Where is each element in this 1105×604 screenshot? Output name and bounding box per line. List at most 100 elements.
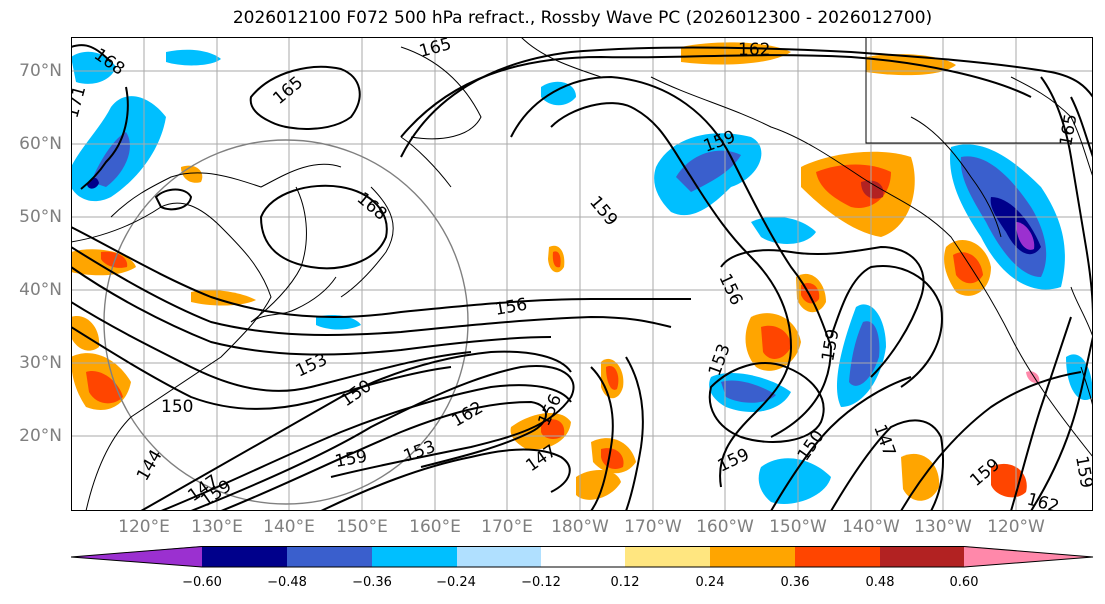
graticule <box>71 37 1093 511</box>
shade-purple-na-coast <box>1016 222 1035 250</box>
colorbar-tick: 0.36 <box>780 575 810 590</box>
lat-label-60n: 60°N <box>19 134 62 154</box>
colorbar-segment <box>625 546 710 567</box>
shade-orange-japan-1 <box>191 289 256 306</box>
shade-darkblue-siberia <box>91 132 130 187</box>
lon-label-130e: 130°E <box>191 517 243 537</box>
contour-159-south <box>320 448 571 511</box>
contour-mid-pacific <box>590 366 614 511</box>
contour-jet-7 <box>160 384 572 511</box>
height-contours <box>71 44 1093 511</box>
contour-jet-3 <box>71 266 552 356</box>
map-panel: 168 171 165 165 168 162 159 159 165 156 … <box>71 37 1093 511</box>
contour-label: 147 <box>869 422 899 459</box>
shade-darkblue-mid-pacific <box>849 321 880 386</box>
lon-label-150w: 150°W <box>769 517 827 537</box>
contour-165-ridge <box>249 65 361 130</box>
contour-jet-2 <box>71 246 672 336</box>
colorbar-tick: 0.12 <box>610 575 640 590</box>
colorbar-segment <box>457 546 541 567</box>
contour-165-east <box>1070 96 1093 158</box>
contour-mid-pacific-2 <box>625 356 644 511</box>
contour-label: 153 <box>401 437 438 467</box>
contour-label: 156 <box>493 295 528 320</box>
lat-label-40n: 40°N <box>19 280 62 300</box>
contour-165-broad <box>400 54 1032 138</box>
lon-label-120e: 120°E <box>118 517 170 537</box>
shade-red-na-coast <box>953 252 983 284</box>
contour-east-2 <box>1040 76 1093 318</box>
colorbar-tick: −0.36 <box>352 575 392 590</box>
refractive-index-map: 168 171 165 165 168 162 159 159 165 156 … <box>71 37 1093 511</box>
contour-label: 159 <box>1071 454 1093 489</box>
contour-jet-4 <box>71 301 472 392</box>
lat-label-20n: 20°N <box>19 426 62 446</box>
lat-label-30n: 30°N <box>19 353 62 373</box>
contour-156-trough <box>510 75 833 438</box>
colorbar-tick: −0.60 <box>182 575 222 590</box>
contour-label: 162 <box>1025 490 1062 511</box>
contour-jet-1 <box>71 226 691 318</box>
contour-147-south <box>220 400 547 511</box>
colorbar-segment <box>372 546 457 567</box>
lon-label-170w: 170°W <box>624 517 682 537</box>
shade-blue-kamchatka <box>71 51 116 84</box>
contour-label: 150 <box>161 397 193 417</box>
colorbar-tick: −0.24 <box>436 575 476 590</box>
contour-162-broad <box>400 46 1093 158</box>
shade-lightblue-arctic <box>166 49 221 66</box>
contour-168-nw <box>71 44 112 63</box>
colorbar-segment <box>287 546 372 567</box>
colorbar-segment <box>964 546 1093 567</box>
contour-168-small <box>154 188 193 211</box>
contour-label: 144 <box>133 446 167 484</box>
contour-jet-6 <box>140 350 572 511</box>
shade-orange-southeast <box>901 453 940 501</box>
colorbar-segment <box>541 546 625 567</box>
shade-orange-china-2 <box>71 316 100 351</box>
shade-blue-southeast <box>758 458 831 505</box>
shade-orange-arctic-1 <box>681 42 791 65</box>
shade-orange-south-3 <box>576 470 621 500</box>
contour-159-trough <box>550 102 793 488</box>
colorbar-outline <box>71 546 1094 568</box>
contour-label: 162 <box>738 40 770 60</box>
lon-label-130w: 130°W <box>914 517 972 537</box>
shade-red-china-3 <box>101 251 128 268</box>
lon-label-170e: 170°E <box>481 517 533 537</box>
contour-162-east <box>1030 336 1093 511</box>
contour-label: 159 <box>333 447 368 472</box>
colorbar-segment <box>710 546 795 567</box>
colorbar-segment <box>71 546 202 567</box>
colorbar-tick: 0.60 <box>949 575 979 590</box>
contour-label: 159 <box>715 445 753 477</box>
contour-label: 150 <box>794 427 829 465</box>
contour-171-nw <box>80 86 129 190</box>
lon-label-140e: 140°E <box>263 517 315 537</box>
contour-168-ring <box>259 184 388 270</box>
contour-label: 159 <box>818 327 843 362</box>
lon-label-140w: 140°W <box>842 517 900 537</box>
shade-red-cutoff <box>761 325 791 359</box>
coastlines <box>71 37 1093 511</box>
shade-red-south-2 <box>606 366 619 390</box>
lat-label-70n: 70°N <box>19 61 62 81</box>
shade-red-midpac <box>552 251 561 268</box>
contour-jet-5 <box>71 326 452 410</box>
colorbar-segment <box>795 546 880 567</box>
shade-blue-japan <box>316 314 361 330</box>
shade-red-south-1 <box>541 419 565 439</box>
figure-title: 2026012100 F072 500 hPa refract., Rossby… <box>232 8 933 28</box>
lon-label-180w: 180°W <box>551 517 609 537</box>
shade-blue-midpac-3 <box>751 216 816 244</box>
colorbar-segment <box>202 546 287 567</box>
lon-label-160e: 160°E <box>409 517 461 537</box>
map-frame <box>71 37 1093 511</box>
contour-east-3 <box>1010 316 1072 511</box>
shade-red-south-4 <box>601 448 624 469</box>
contour-147-east <box>830 419 944 511</box>
contour-156-ring <box>720 245 925 378</box>
contour-150-south <box>190 365 575 511</box>
lon-label-150e: 150°E <box>336 517 388 537</box>
colorbar-tick: −0.12 <box>521 575 561 590</box>
